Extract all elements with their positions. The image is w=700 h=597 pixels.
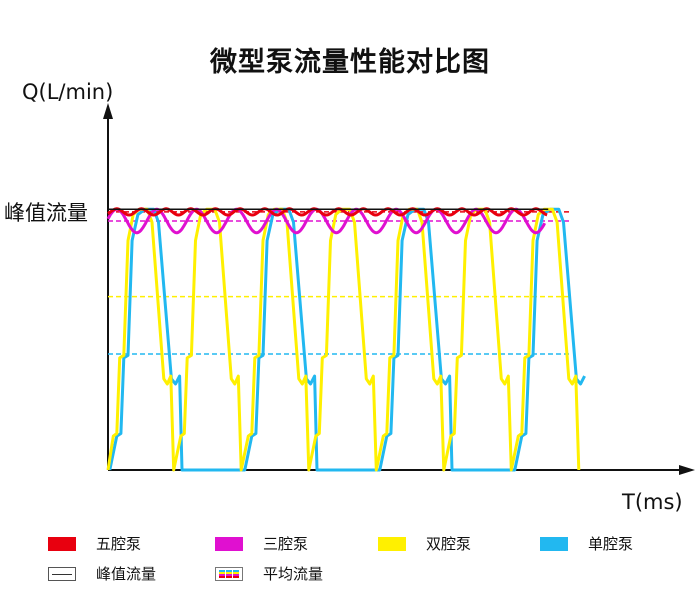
legend-swatch — [48, 566, 76, 581]
legend-swatch — [48, 536, 76, 551]
legend-label: 双腔泵 — [426, 535, 472, 553]
legend-label: 峰值流量 — [96, 565, 157, 583]
legend-item-five-chamber: 五腔泵 — [48, 533, 141, 554]
legend-item-average-flow: 平均流量 — [215, 563, 323, 584]
legend-swatch — [215, 566, 243, 581]
y-axis-arrow — [103, 103, 113, 119]
x-axis-arrow — [679, 465, 695, 475]
series-line-0 — [107, 207, 548, 217]
legend-label: 三腔泵 — [263, 535, 309, 553]
legend-item-single-chamber: 单腔泵 — [540, 533, 633, 554]
chart-title: 微型泵流量性能对比图 — [210, 47, 490, 78]
y-axis-label: Q(L/min) — [22, 80, 114, 104]
legend-swatch — [540, 536, 568, 551]
legend-swatch — [378, 536, 406, 551]
legend-label: 单腔泵 — [588, 535, 634, 553]
series-line-1 — [106, 207, 547, 235]
legend-swatch — [215, 536, 243, 551]
legend-item-two-chamber: 双腔泵 — [378, 533, 471, 554]
peak-flow-label: 峰值流量 — [4, 201, 88, 225]
series-line-3 — [108, 207, 586, 472]
legend-item-peak-flow: 峰值流量 — [48, 563, 156, 584]
legend-label: 五腔泵 — [96, 535, 142, 553]
series-line-2 — [106, 207, 581, 472]
legend-item-three-chamber: 三腔泵 — [215, 533, 308, 554]
x-axis-label: T(ms) — [622, 490, 683, 514]
legend-label: 平均流量 — [263, 565, 324, 583]
